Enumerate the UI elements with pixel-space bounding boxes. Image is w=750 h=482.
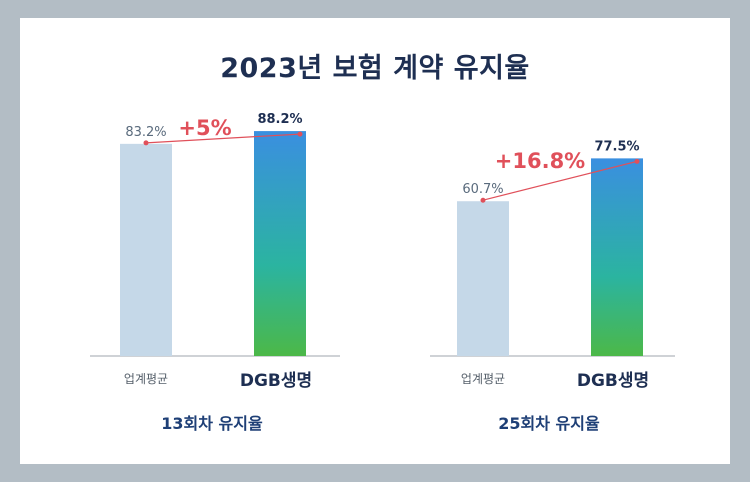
difference-point [480, 197, 486, 203]
value-label-average: 60.7% [462, 182, 503, 197]
category-label-dgb: DGB생명 [239, 371, 313, 391]
difference-label: +16.8% [495, 149, 585, 173]
difference-point [143, 140, 149, 146]
category-label-avg: 업계평균 [123, 372, 169, 386]
chart-title: 2023년 보험 계약 유지율 [220, 53, 530, 84]
bar-dgb-life [591, 158, 643, 356]
charts-svg: 83.2% 88.2% +5% 60.7% 77.5% +16.8% [90, 112, 675, 357]
bar-dgb-life [254, 131, 306, 356]
chart-subtitle-25th: 25회차 유지율 [498, 414, 600, 433]
chart-13th: 83.2% 88.2% +5% [90, 112, 340, 357]
chart-card: 2023년 보험 계약 유지율 83.2% 88.2% +5% 60.7% 77.5%… [20, 18, 730, 464]
bar-industry-average [120, 143, 172, 356]
chart-subtitle-13th: 13회차 유지율 [161, 414, 263, 433]
difference-line [482, 160, 638, 201]
chart-25th: 60.7% 77.5% +16.8% [430, 139, 675, 357]
value-label-dgb: 88.2% [257, 112, 302, 127]
bar-industry-average [457, 201, 509, 356]
value-label-average: 83.2% [125, 125, 166, 140]
difference-point [297, 131, 303, 137]
difference-point [634, 158, 640, 164]
category-label-avg: 업계평균 [460, 372, 506, 386]
value-label-dgb: 77.5% [594, 139, 639, 154]
category-label-dgb: DGB생명 [576, 371, 650, 391]
difference-label: +5% [178, 116, 231, 140]
difference-line [145, 133, 301, 144]
